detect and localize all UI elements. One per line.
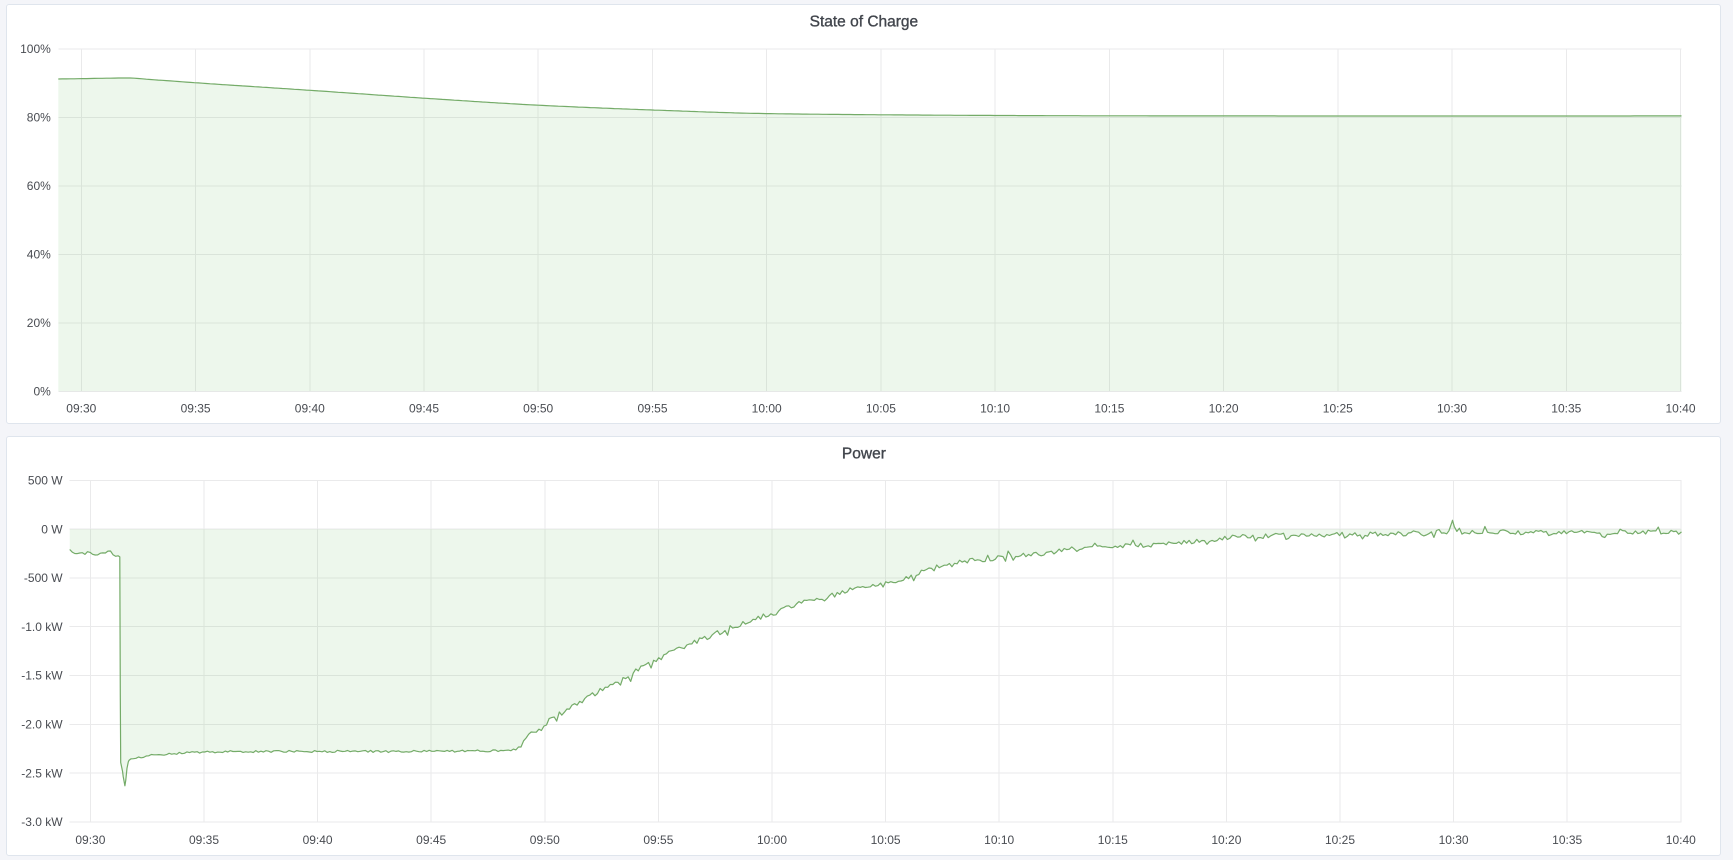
svg-text:10:25: 10:25 — [1323, 401, 1353, 415]
svg-text:Power: Power — [842, 446, 886, 463]
svg-text:40%: 40% — [27, 248, 51, 262]
svg-text:10:05: 10:05 — [871, 833, 901, 847]
svg-text:10:00: 10:00 — [757, 833, 787, 847]
svg-text:10:25: 10:25 — [1325, 833, 1355, 847]
svg-text:100%: 100% — [20, 42, 51, 56]
svg-text:10:15: 10:15 — [1094, 401, 1124, 415]
svg-text:-1.0 kW: -1.0 kW — [21, 620, 63, 634]
svg-text:10:40: 10:40 — [1665, 401, 1695, 415]
svg-text:09:40: 09:40 — [303, 833, 333, 847]
svg-text:-1.5 kW: -1.5 kW — [21, 669, 63, 683]
svg-text:80%: 80% — [27, 111, 51, 125]
svg-text:0%: 0% — [33, 385, 51, 399]
svg-text:09:30: 09:30 — [75, 833, 105, 847]
svg-text:09:50: 09:50 — [523, 401, 553, 415]
svg-text:09:45: 09:45 — [409, 401, 439, 415]
svg-text:0 W: 0 W — [41, 522, 63, 536]
svg-text:09:30: 09:30 — [66, 401, 96, 415]
svg-text:10:40: 10:40 — [1666, 833, 1696, 847]
svg-text:09:55: 09:55 — [637, 401, 667, 415]
svg-text:10:30: 10:30 — [1437, 401, 1467, 415]
svg-text:10:10: 10:10 — [980, 401, 1010, 415]
svg-text:09:45: 09:45 — [416, 833, 446, 847]
svg-text:State of Charge: State of Charge — [810, 13, 919, 30]
svg-text:60%: 60% — [27, 179, 51, 193]
svg-text:10:35: 10:35 — [1552, 833, 1582, 847]
svg-text:-2.0 kW: -2.0 kW — [21, 718, 63, 732]
svg-text:10:10: 10:10 — [984, 833, 1014, 847]
svg-text:10:15: 10:15 — [1098, 833, 1128, 847]
svg-text:09:40: 09:40 — [295, 401, 325, 415]
svg-text:10:00: 10:00 — [752, 401, 782, 415]
svg-text:09:35: 09:35 — [181, 401, 211, 415]
svg-text:-2.5 kW: -2.5 kW — [21, 766, 63, 780]
svg-text:10:20: 10:20 — [1209, 401, 1239, 415]
svg-text:500 W: 500 W — [28, 474, 63, 488]
svg-text:-3.0 kW: -3.0 kW — [21, 815, 63, 829]
svg-text:10:35: 10:35 — [1551, 401, 1581, 415]
svg-text:09:35: 09:35 — [189, 833, 219, 847]
svg-text:10:30: 10:30 — [1439, 833, 1469, 847]
svg-text:10:05: 10:05 — [866, 401, 896, 415]
svg-text:09:55: 09:55 — [643, 833, 673, 847]
svg-text:09:50: 09:50 — [530, 833, 560, 847]
svg-text:-500 W: -500 W — [24, 571, 63, 585]
svg-text:20%: 20% — [27, 316, 51, 330]
svg-text:10:20: 10:20 — [1211, 833, 1241, 847]
